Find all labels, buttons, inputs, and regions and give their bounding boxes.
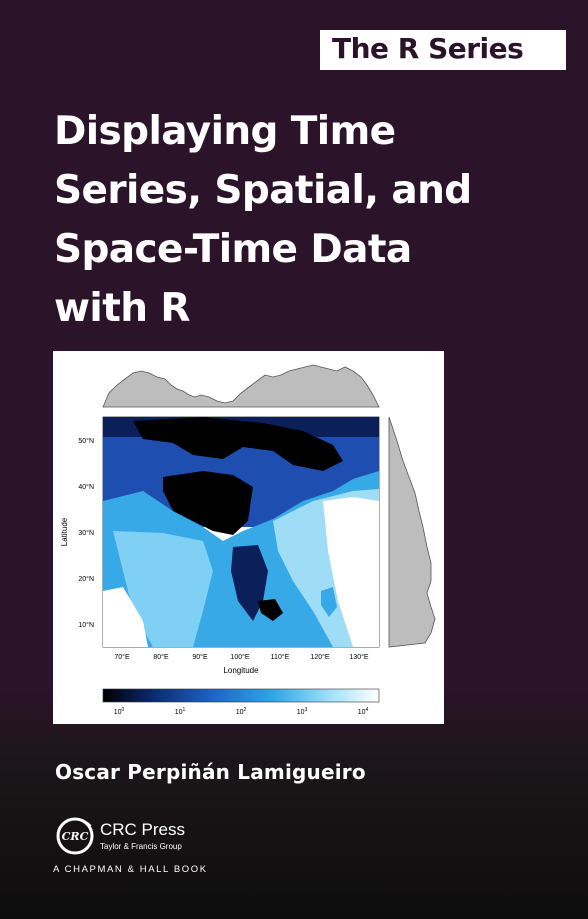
title-line: Series, Spatial, and [54,168,472,213]
series-label: The R Series [332,32,524,65]
publisher-imprint: A CHAPMAN & HALL BOOK [53,864,208,875]
crc-logo-text: CRC [62,830,89,843]
svg-text:101: 101 [175,707,186,716]
publisher-block: CRC CRC Press Taylor & Francis Group A C… [53,814,313,884]
publisher-group: Taylor & Francis Group [100,842,182,851]
lon-tick-label: 70°E [114,653,130,661]
series-label-box: The R Series [320,30,566,70]
y-axis-label: Latitude [60,517,69,546]
lon-tick-label: 90°E [192,653,208,661]
lon-tick-label: 120°E [310,653,329,661]
publisher-name: CRC Press [100,820,186,839]
lon-tick-label: 130°E [349,653,368,661]
top-profile [102,364,380,408]
colorbar-tick-label: 100 [114,707,125,716]
lat-tick-label: 20°N [78,575,94,583]
colorbar-tick-label: 101 [175,707,186,716]
colorbar-tick-label: 102 [236,707,247,716]
map-figure: Latitude 50°N 40°N 30°N 20°N 10°N 70°E 8… [60,364,436,716]
book-title: Displaying Time Series, Spatial, and Spa… [54,102,574,338]
colorbar-tick-label: 104 [358,707,369,716]
title-line: Space-Time Data [54,227,412,272]
lon-ticks: 70°E 80°E 90°E 100°E 110°E 120°E 130°E [114,653,369,661]
lat-tick-label: 50°N [78,437,94,445]
lon-tick-label: 100°E [230,653,249,661]
lat-ticks: 50°N 40°N 30°N 20°N 10°N [78,437,94,629]
map-raster [103,417,379,647]
lat-tick-label: 40°N [78,483,94,491]
title-line: with R [54,286,190,331]
svg-text:103: 103 [297,707,308,716]
svg-text:104: 104 [358,707,369,716]
svg-text:102: 102 [236,707,247,716]
colorbar-tick-label: 103 [297,707,308,716]
crc-logo-icon: CRC [56,817,94,855]
author-name: Oscar Perpiñán Lamigueiro [55,760,366,784]
colorbar-ticks: 100 101 102 103 104 [114,707,369,716]
cover-figure: Latitude 50°N 40°N 30°N 20°N 10°N 70°E 8… [53,351,444,724]
lon-tick-label: 80°E [153,653,169,661]
lon-tick-label: 110°E [271,653,290,661]
x-axis-label: Longitude [223,666,259,675]
title-line: Displaying Time [54,109,396,154]
colorbar [102,688,380,703]
right-profile [388,416,436,648]
lat-tick-label: 30°N [78,529,94,537]
svg-text:100: 100 [114,707,125,716]
lat-tick-label: 10°N [78,621,94,629]
